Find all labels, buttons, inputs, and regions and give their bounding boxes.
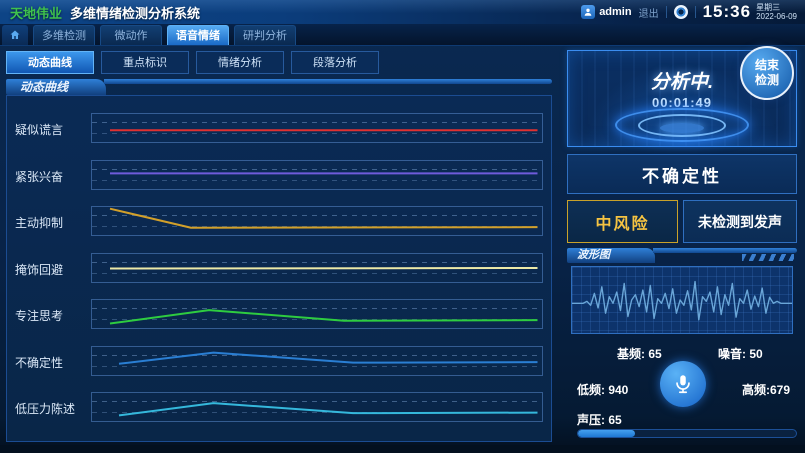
- waveform-panel-title: 波形图: [567, 248, 655, 263]
- sound-pressure-fill: [578, 430, 635, 437]
- curve-band: [91, 206, 543, 236]
- microphone-button[interactable]: [660, 361, 706, 407]
- end-detection-button[interactable]: 结束检测: [740, 46, 794, 100]
- curve-panel-header: 动态曲线: [6, 79, 552, 95]
- divider: [665, 6, 667, 18]
- stat-high-frequency: 高频:679: [742, 383, 791, 397]
- hologram-ring-outer: [615, 108, 749, 142]
- subtab-emotion-analysis[interactable]: 情绪分析: [196, 51, 284, 74]
- curve-panel-title: 动态曲线: [6, 79, 106, 95]
- analysis-status-text: 分析中.: [650, 72, 714, 93]
- brand-name: 天地伟业: [10, 5, 63, 21]
- risk-level-badge: 中风险: [567, 200, 678, 243]
- curve-band: [91, 159, 543, 190]
- curve-row-label: 主动抑制: [15, 216, 64, 230]
- curve-row-label: 紧张兴奋: [15, 169, 64, 184]
- curve-band: [91, 299, 543, 329]
- stat-low-frequency: 低频: 940: [577, 383, 629, 397]
- sound-pressure-bar: [577, 429, 797, 438]
- curve-band: [91, 113, 543, 143]
- user-menu[interactable]: admin: [581, 5, 632, 19]
- home-icon: [10, 30, 20, 39]
- tab-home[interactable]: [2, 25, 28, 45]
- time: 15:36: [702, 2, 752, 21]
- slash-decoration: [742, 254, 794, 261]
- curve-rows: 疑似谎言紧张兴奋主动抑制掩饰回避专注思考不确定性低压力陈述: [7, 96, 551, 441]
- title-bar: 天地伟业 多维情绪检测分析系统 admin 退出 15:36 星期三 2022-…: [0, 0, 805, 25]
- header-line: [104, 79, 552, 84]
- analysis-timer: 00:01:49: [651, 95, 713, 110]
- waveform-chart: [571, 266, 793, 334]
- curve-row-label: 不确定性: [15, 355, 64, 370]
- header-line: [653, 248, 797, 253]
- stat-noise: 噪音: 50: [718, 347, 763, 361]
- curve-row-label: 专注思考: [15, 309, 64, 323]
- curve-row-label: 掩饰回避: [15, 262, 64, 277]
- bottom-strip: [0, 445, 805, 453]
- curve-row-label: 低压力陈述: [15, 402, 76, 416]
- risk-row: 中风险 未检测到发声: [567, 200, 797, 243]
- username: admin: [599, 6, 632, 18]
- curve-row-label: 疑似谎言: [15, 123, 64, 137]
- tab-multi-detect[interactable]: 多维检测: [33, 25, 95, 45]
- tab-micro-action[interactable]: 微动作: [100, 25, 162, 45]
- date-stack: 星期三 2022-06-09: [756, 3, 797, 21]
- subtab-paragraph-analysis[interactable]: 段落分析: [291, 51, 379, 74]
- user-icon: [581, 5, 596, 19]
- hologram-ring-core: [660, 123, 704, 133]
- date: 2022-06-09: [756, 12, 797, 21]
- hologram-ring-middle: [638, 114, 726, 137]
- curve-band: [91, 392, 543, 422]
- waveform-svg: [572, 267, 792, 333]
- microphone-icon: [676, 375, 690, 394]
- logout-link[interactable]: 退出: [638, 8, 659, 20]
- right-panel: 分析中. 00:01:49 结束检测 不确定性 中风险 未检测到发声 波形图 基…: [560, 45, 805, 445]
- brand-row: 天地伟业 多维情绪检测分析系统: [10, 0, 200, 24]
- uncertainty-status-bar[interactable]: 不确定性: [567, 154, 797, 194]
- end-detection-label: 结束检测: [754, 58, 779, 87]
- waveform-panel-header: 波形图: [567, 248, 797, 264]
- system-title: 多维情绪检测分析系统: [70, 5, 201, 21]
- tab-analysis[interactable]: 研判分析: [234, 25, 296, 45]
- tab-voice-emotion[interactable]: 语音情绪: [167, 25, 229, 45]
- header-right: admin 退出 15:36 星期三 2022-06-09: [581, 0, 797, 24]
- divider: [694, 6, 696, 18]
- clock: 15:36 星期三 2022-06-09: [703, 2, 797, 22]
- record-indicator-icon[interactable]: [673, 5, 688, 19]
- sound-pressure-label: 声压: 65: [577, 413, 622, 427]
- voice-status-badge: 未检测到发声: [683, 200, 797, 243]
- curve-band: [91, 345, 543, 376]
- subtab-dynamic-curve[interactable]: 动态曲线: [6, 51, 94, 74]
- sub-nav: 动态曲线 重点标识 情绪分析 段落分析: [6, 51, 379, 74]
- main-nav: 多维检测 微动作 语音情绪 研判分析: [0, 24, 805, 46]
- subtab-key-marks[interactable]: 重点标识: [101, 51, 189, 74]
- weekday: 星期三: [756, 3, 781, 12]
- stat-base-frequency: 基频: 65: [617, 347, 662, 361]
- curve-band: [91, 252, 543, 283]
- dynamic-curve-chart: 疑似谎言紧张兴奋主动抑制掩饰回避专注思考不确定性低压力陈述: [6, 95, 552, 442]
